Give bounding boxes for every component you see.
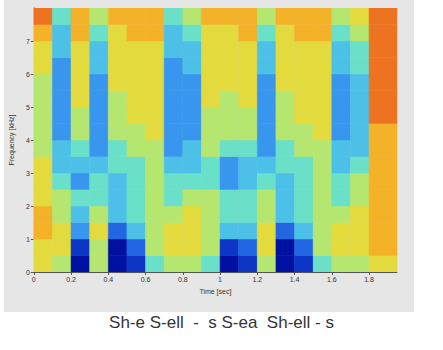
svg-text:1.6: 1.6 bbox=[327, 276, 337, 283]
svg-text:0.4: 0.4 bbox=[103, 276, 113, 283]
svg-text:0: 0 bbox=[32, 276, 36, 283]
svg-text:0: 0 bbox=[26, 269, 30, 276]
svg-text:1.8: 1.8 bbox=[364, 276, 374, 283]
svg-text:6: 6 bbox=[26, 71, 30, 78]
svg-text:Time [sec]: Time [sec] bbox=[199, 288, 231, 296]
svg-text:Sh-e S-ell - s S-ea Sh-ell: Sh-e S-ell - s S-ea Sh-ell - s bbox=[109, 313, 334, 332]
svg-text:1.2: 1.2 bbox=[252, 276, 262, 283]
svg-text:1.4: 1.4 bbox=[290, 276, 300, 283]
svg-text:0.2: 0.2 bbox=[66, 276, 76, 283]
svg-text:7: 7 bbox=[26, 38, 30, 45]
svg-text:4: 4 bbox=[26, 137, 30, 144]
svg-text:5: 5 bbox=[26, 104, 30, 111]
svg-text:Frequency [kHz]: Frequency [kHz] bbox=[8, 114, 16, 165]
svg-text:2: 2 bbox=[26, 203, 30, 210]
svg-text:1: 1 bbox=[26, 236, 30, 243]
svg-text:3: 3 bbox=[26, 170, 30, 177]
svg-text:0.6: 0.6 bbox=[141, 276, 151, 283]
svg-text:1: 1 bbox=[218, 276, 222, 283]
svg-text:0.8: 0.8 bbox=[178, 276, 188, 283]
